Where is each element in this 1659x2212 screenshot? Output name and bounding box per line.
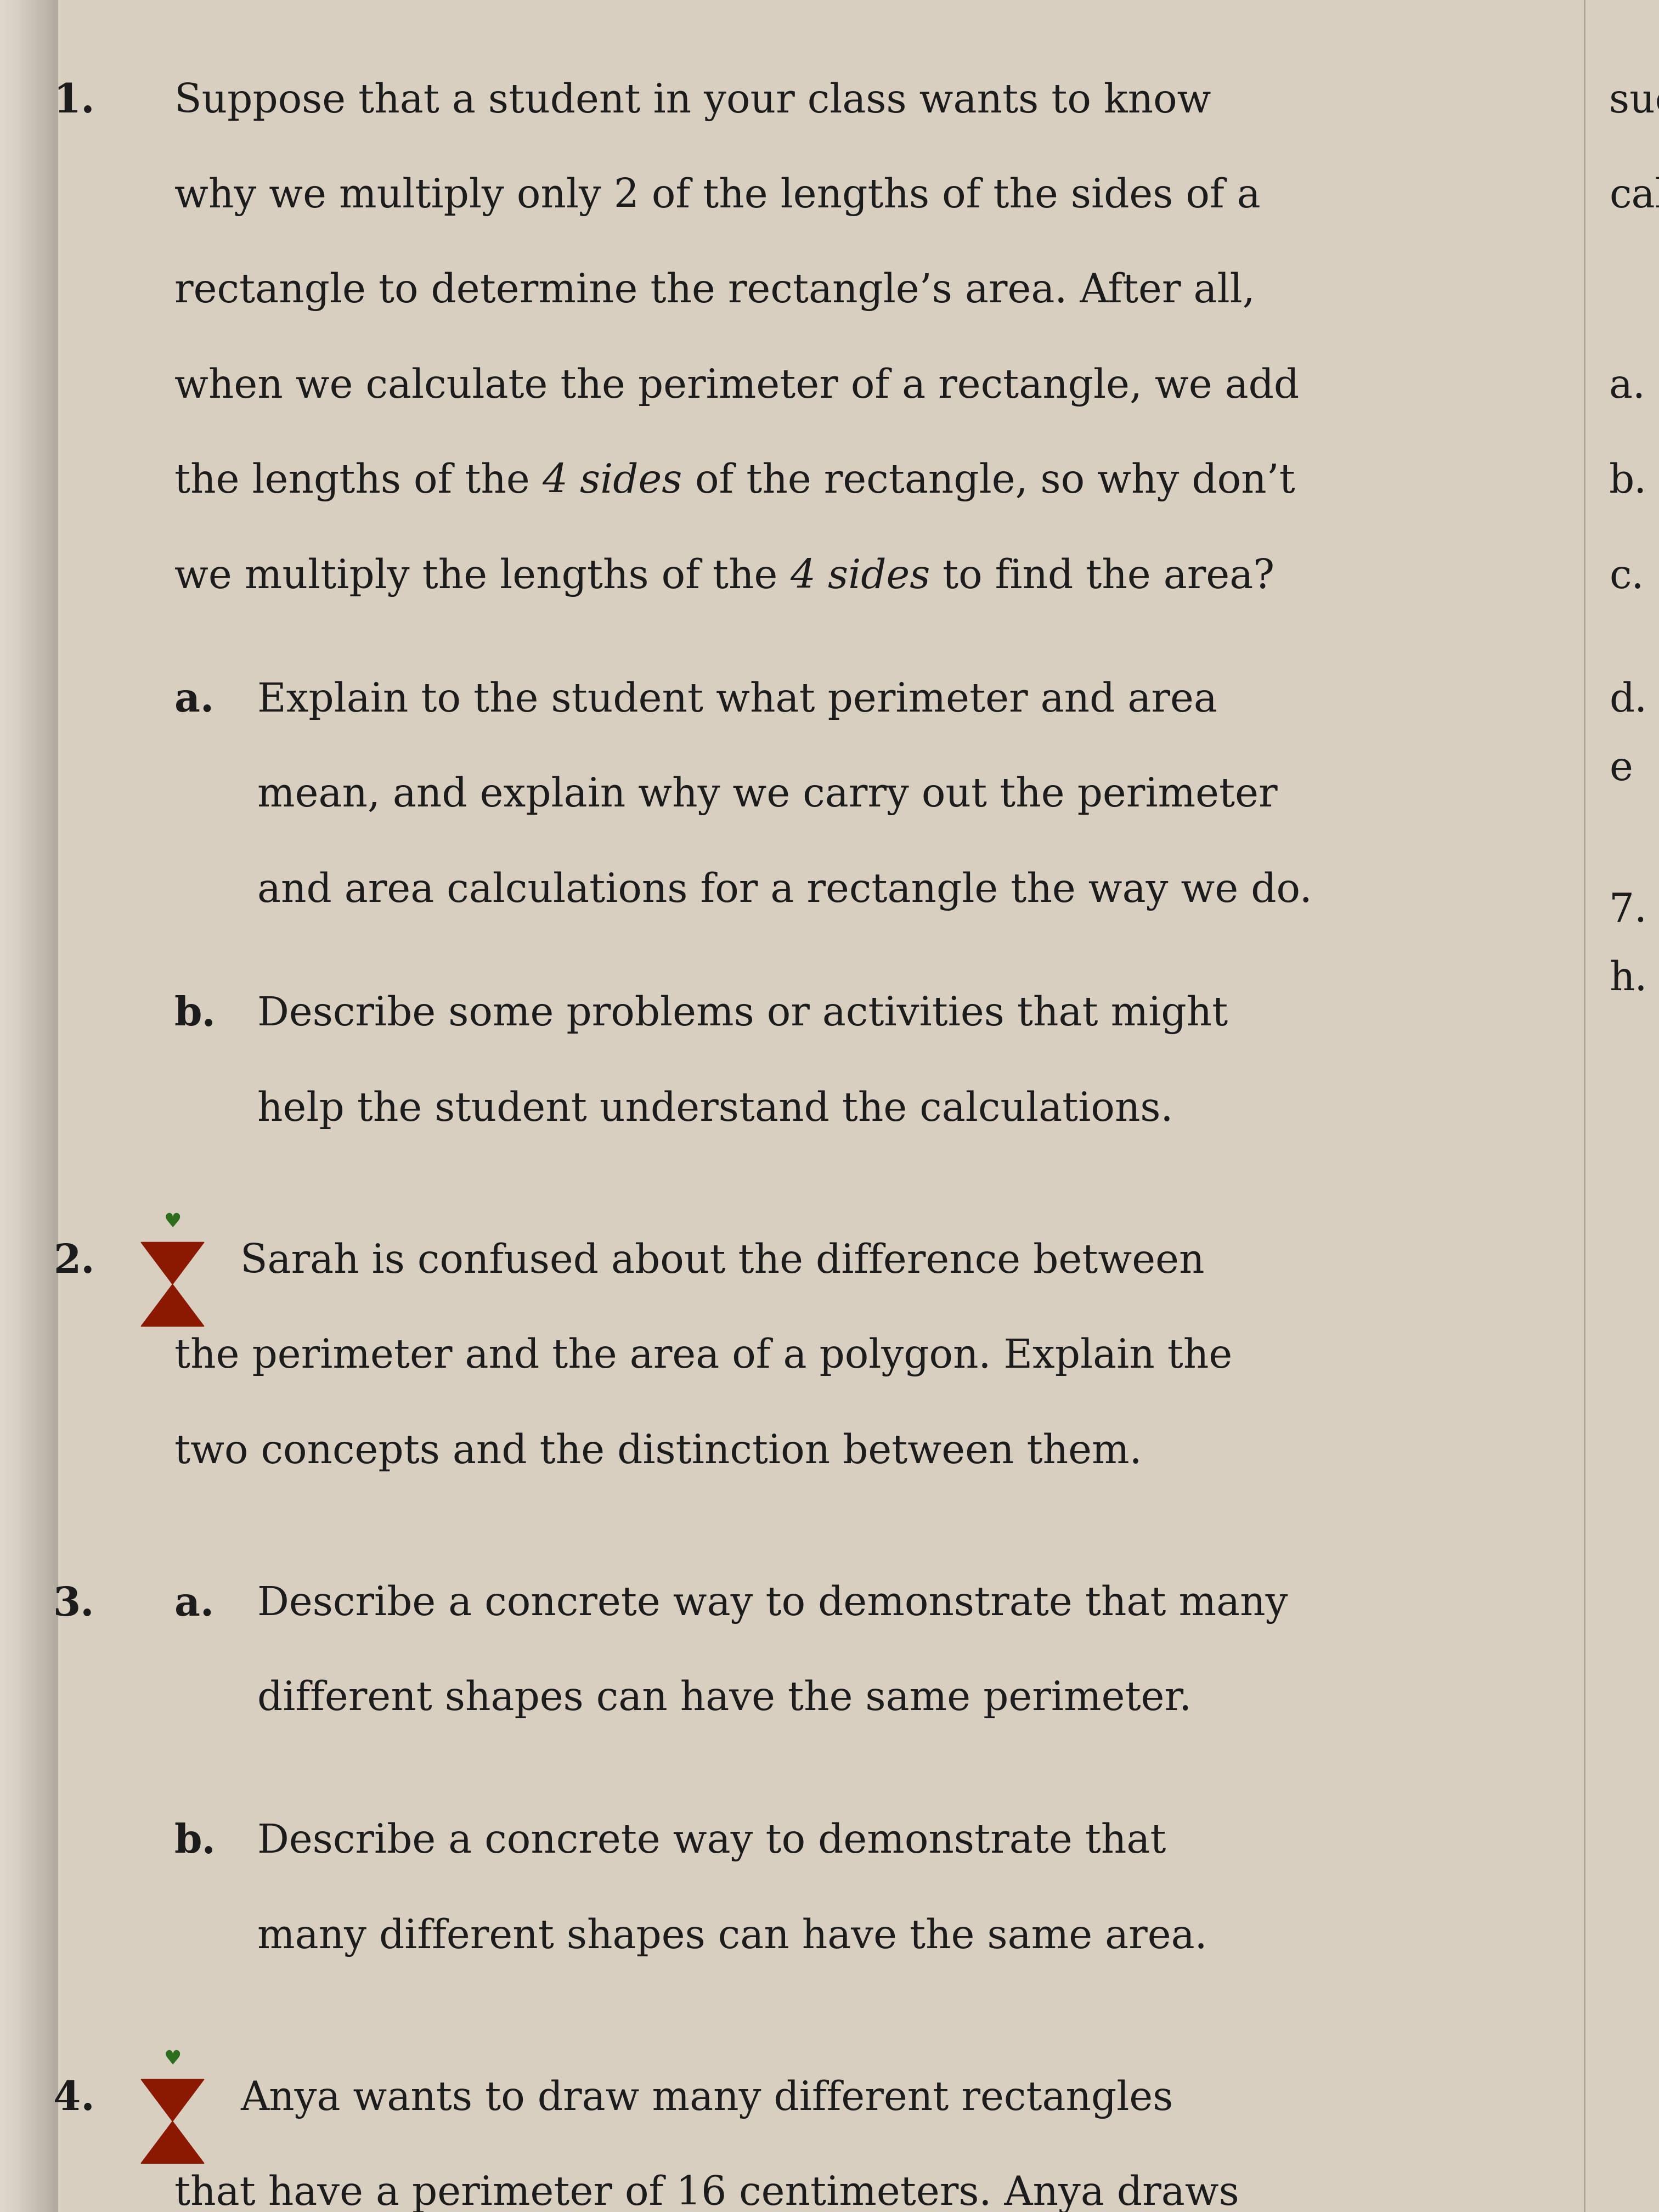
Text: and area calculations for a rectangle the way we do.: and area calculations for a rectangle th… xyxy=(257,872,1312,911)
Text: Describe a concrete way to demonstrate that many: Describe a concrete way to demonstrate t… xyxy=(257,1584,1287,1624)
Text: d.: d. xyxy=(1609,681,1647,719)
Text: that have a perimeter of 16 centimeters. Anya draws: that have a perimeter of 16 centimeters.… xyxy=(174,2174,1239,2212)
Text: 4 sides: 4 sides xyxy=(790,557,931,595)
Text: ♥: ♥ xyxy=(164,1212,181,1232)
Text: a.: a. xyxy=(174,1584,214,1624)
Text: 4 sides: 4 sides xyxy=(542,462,682,500)
Text: such: such xyxy=(1609,82,1659,119)
Text: b.: b. xyxy=(174,1823,216,1863)
Polygon shape xyxy=(141,1243,204,1285)
Text: Anya wants to draw many different rectangles: Anya wants to draw many different rectan… xyxy=(241,2079,1173,2119)
Text: we multiply the lengths of the: we multiply the lengths of the xyxy=(174,557,790,597)
Text: help the student understand the calculations.: help the student understand the calculat… xyxy=(257,1091,1173,1128)
Text: e: e xyxy=(1609,750,1632,787)
Polygon shape xyxy=(141,2121,204,2163)
Text: 1.: 1. xyxy=(53,82,95,122)
Text: 7. a: 7. a xyxy=(1609,891,1659,929)
Text: b.: b. xyxy=(1609,462,1647,500)
Text: many different shapes can have the same area.: many different shapes can have the same … xyxy=(257,1918,1208,1958)
Text: different shapes can have the same perimeter.: different shapes can have the same perim… xyxy=(257,1679,1191,1719)
Text: b.: b. xyxy=(174,995,216,1033)
Text: Describe some problems or activities that might: Describe some problems or activities tha… xyxy=(257,995,1228,1035)
Text: rectangle to determine the rectangle’s area. After all,: rectangle to determine the rectangle’s a… xyxy=(174,272,1254,312)
Text: Explain to the student what perimeter and area: Explain to the student what perimeter an… xyxy=(257,681,1218,719)
Polygon shape xyxy=(141,1285,204,1327)
Text: Sarah is confused about the difference between: Sarah is confused about the difference b… xyxy=(241,1243,1204,1281)
Text: c.: c. xyxy=(1609,557,1644,595)
Text: a.: a. xyxy=(174,681,214,721)
Text: a. 2: a. 2 xyxy=(1609,367,1659,405)
Text: the lengths of the: the lengths of the xyxy=(174,462,542,502)
Text: mean, and explain why we carry out the perimeter: mean, and explain why we carry out the p… xyxy=(257,776,1277,816)
Text: of the rectangle, so why don’t: of the rectangle, so why don’t xyxy=(682,462,1296,502)
Text: to find the area?: to find the area? xyxy=(931,557,1274,595)
Text: why we multiply only 2 of the lengths of the sides of a: why we multiply only 2 of the lengths of… xyxy=(174,177,1261,217)
Text: when we calculate the perimeter of a rectangle, we add: when we calculate the perimeter of a rec… xyxy=(174,367,1299,407)
Text: ♥: ♥ xyxy=(164,2051,181,2068)
Text: h.: h. xyxy=(1609,960,1647,998)
Text: Describe a concrete way to demonstrate that: Describe a concrete way to demonstrate t… xyxy=(257,1823,1166,1863)
Text: 2.: 2. xyxy=(53,1243,95,1281)
Text: calc: calc xyxy=(1609,177,1659,215)
Text: Suppose that a student in your class wants to know: Suppose that a student in your class wan… xyxy=(174,82,1211,122)
Text: the perimeter and the area of a polygon. Explain the: the perimeter and the area of a polygon.… xyxy=(174,1338,1233,1376)
Text: 4.: 4. xyxy=(53,2079,95,2119)
Polygon shape xyxy=(141,2079,204,2121)
Text: two concepts and the distinction between them.: two concepts and the distinction between… xyxy=(174,1433,1141,1471)
Text: 3.: 3. xyxy=(53,1584,95,1624)
